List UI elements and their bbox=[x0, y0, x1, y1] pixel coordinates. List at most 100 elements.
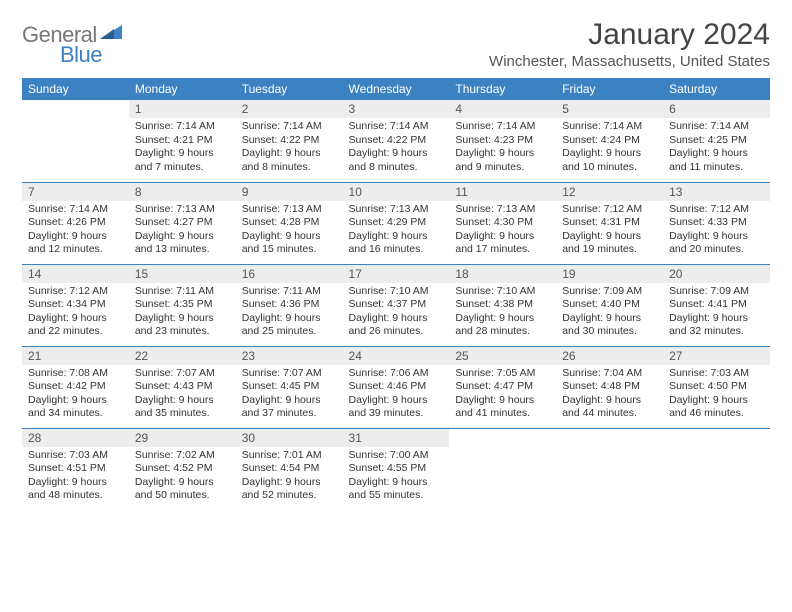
calendar-cell: 19Sunrise: 7:09 AMSunset: 4:40 PMDayligh… bbox=[556, 264, 663, 346]
daylight-line-1: Daylight: 9 hours bbox=[135, 230, 230, 244]
day-body: Sunrise: 7:07 AMSunset: 4:45 PMDaylight:… bbox=[236, 365, 343, 426]
weekday-header: Friday bbox=[556, 78, 663, 100]
daylight-line-2: and 19 minutes. bbox=[562, 243, 657, 257]
sunset-text: Sunset: 4:41 PM bbox=[669, 298, 764, 312]
sunset-text: Sunset: 4:26 PM bbox=[28, 216, 123, 230]
daylight-line-1: Daylight: 9 hours bbox=[28, 230, 123, 244]
daylight-line-1: Daylight: 9 hours bbox=[135, 147, 230, 161]
daylight-line-2: and 20 minutes. bbox=[669, 243, 764, 257]
daylight-line-1: Daylight: 9 hours bbox=[562, 230, 657, 244]
sunset-text: Sunset: 4:51 PM bbox=[28, 462, 123, 476]
day-number: 21 bbox=[22, 347, 129, 365]
calendar-cell: 23Sunrise: 7:07 AMSunset: 4:45 PMDayligh… bbox=[236, 346, 343, 428]
day-number: 28 bbox=[22, 429, 129, 447]
daylight-line-1: Daylight: 9 hours bbox=[242, 394, 337, 408]
calendar-cell: 6Sunrise: 7:14 AMSunset: 4:25 PMDaylight… bbox=[663, 100, 770, 182]
day-body: Sunrise: 7:06 AMSunset: 4:46 PMDaylight:… bbox=[343, 365, 450, 426]
day-body: Sunrise: 7:13 AMSunset: 4:29 PMDaylight:… bbox=[343, 201, 450, 262]
sunrise-text: Sunrise: 7:10 AM bbox=[455, 285, 550, 299]
calendar-cell: 1Sunrise: 7:14 AMSunset: 4:21 PMDaylight… bbox=[129, 100, 236, 182]
calendar-cell: 24Sunrise: 7:06 AMSunset: 4:46 PMDayligh… bbox=[343, 346, 450, 428]
calendar-cell: 29Sunrise: 7:02 AMSunset: 4:52 PMDayligh… bbox=[129, 428, 236, 510]
day-body: Sunrise: 7:14 AMSunset: 4:23 PMDaylight:… bbox=[449, 118, 556, 179]
daylight-line-2: and 34 minutes. bbox=[28, 407, 123, 421]
daylight-line-1: Daylight: 9 hours bbox=[242, 230, 337, 244]
daylight-line-1: Daylight: 9 hours bbox=[455, 394, 550, 408]
sunrise-text: Sunrise: 7:03 AM bbox=[669, 367, 764, 381]
day-body: Sunrise: 7:10 AMSunset: 4:37 PMDaylight:… bbox=[343, 283, 450, 344]
daylight-line-2: and 12 minutes. bbox=[28, 243, 123, 257]
daylight-line-1: Daylight: 9 hours bbox=[135, 476, 230, 490]
day-number: 26 bbox=[556, 347, 663, 365]
daylight-line-1: Daylight: 9 hours bbox=[669, 230, 764, 244]
calendar-cell: 28Sunrise: 7:03 AMSunset: 4:51 PMDayligh… bbox=[22, 428, 129, 510]
daylight-line-1: Daylight: 9 hours bbox=[28, 394, 123, 408]
title-block: January 2024 Winchester, Massachusetts, … bbox=[489, 18, 770, 70]
daylight-line-1: Daylight: 9 hours bbox=[349, 230, 444, 244]
daylight-line-2: and 55 minutes. bbox=[349, 489, 444, 503]
day-number: 31 bbox=[343, 429, 450, 447]
daylight-line-1: Daylight: 9 hours bbox=[242, 312, 337, 326]
weekday-header: Thursday bbox=[449, 78, 556, 100]
day-body: Sunrise: 7:14 AMSunset: 4:25 PMDaylight:… bbox=[663, 118, 770, 179]
calendar-cell: 17Sunrise: 7:10 AMSunset: 4:37 PMDayligh… bbox=[343, 264, 450, 346]
calendar-cell: 12Sunrise: 7:12 AMSunset: 4:31 PMDayligh… bbox=[556, 182, 663, 264]
daylight-line-2: and 39 minutes. bbox=[349, 407, 444, 421]
sunset-text: Sunset: 4:45 PM bbox=[242, 380, 337, 394]
daylight-line-1: Daylight: 9 hours bbox=[562, 312, 657, 326]
daylight-line-2: and 46 minutes. bbox=[669, 407, 764, 421]
day-number: 23 bbox=[236, 347, 343, 365]
sunset-text: Sunset: 4:28 PM bbox=[242, 216, 337, 230]
day-body: Sunrise: 7:03 AMSunset: 4:51 PMDaylight:… bbox=[22, 447, 129, 508]
daylight-line-2: and 17 minutes. bbox=[455, 243, 550, 257]
sunrise-text: Sunrise: 7:12 AM bbox=[669, 203, 764, 217]
daylight-line-1: Daylight: 9 hours bbox=[669, 312, 764, 326]
day-body: Sunrise: 7:14 AMSunset: 4:21 PMDaylight:… bbox=[129, 118, 236, 179]
calendar-cell: 8Sunrise: 7:13 AMSunset: 4:27 PMDaylight… bbox=[129, 182, 236, 264]
day-number: 17 bbox=[343, 265, 450, 283]
daylight-line-1: Daylight: 9 hours bbox=[455, 230, 550, 244]
sunrise-text: Sunrise: 7:14 AM bbox=[135, 120, 230, 134]
sunrise-text: Sunrise: 7:13 AM bbox=[135, 203, 230, 217]
calendar-cell bbox=[22, 100, 129, 182]
day-number: 20 bbox=[663, 265, 770, 283]
daylight-line-2: and 10 minutes. bbox=[562, 161, 657, 175]
sunset-text: Sunset: 4:21 PM bbox=[135, 134, 230, 148]
daylight-line-1: Daylight: 9 hours bbox=[562, 394, 657, 408]
calendar-cell: 21Sunrise: 7:08 AMSunset: 4:42 PMDayligh… bbox=[22, 346, 129, 428]
daylight-line-2: and 13 minutes. bbox=[135, 243, 230, 257]
daylight-line-2: and 30 minutes. bbox=[562, 325, 657, 339]
daylight-line-2: and 25 minutes. bbox=[242, 325, 337, 339]
sunset-text: Sunset: 4:43 PM bbox=[135, 380, 230, 394]
day-number: 12 bbox=[556, 183, 663, 201]
month-title: January 2024 bbox=[489, 18, 770, 51]
day-number: 8 bbox=[129, 183, 236, 201]
sunrise-text: Sunrise: 7:12 AM bbox=[28, 285, 123, 299]
calendar-cell: 5Sunrise: 7:14 AMSunset: 4:24 PMDaylight… bbox=[556, 100, 663, 182]
day-body: Sunrise: 7:11 AMSunset: 4:35 PMDaylight:… bbox=[129, 283, 236, 344]
day-number: 5 bbox=[556, 100, 663, 118]
day-body: Sunrise: 7:10 AMSunset: 4:38 PMDaylight:… bbox=[449, 283, 556, 344]
location-subtitle: Winchester, Massachusetts, United States bbox=[489, 53, 770, 70]
sunrise-text: Sunrise: 7:11 AM bbox=[135, 285, 230, 299]
sunset-text: Sunset: 4:33 PM bbox=[669, 216, 764, 230]
day-body: Sunrise: 7:14 AMSunset: 4:26 PMDaylight:… bbox=[22, 201, 129, 262]
daylight-line-2: and 15 minutes. bbox=[242, 243, 337, 257]
day-body: Sunrise: 7:03 AMSunset: 4:50 PMDaylight:… bbox=[663, 365, 770, 426]
daylight-line-2: and 28 minutes. bbox=[455, 325, 550, 339]
calendar-cell: 2Sunrise: 7:14 AMSunset: 4:22 PMDaylight… bbox=[236, 100, 343, 182]
day-number: 14 bbox=[22, 265, 129, 283]
sunset-text: Sunset: 4:34 PM bbox=[28, 298, 123, 312]
weekday-header: Sunday bbox=[22, 78, 129, 100]
calendar-cell: 18Sunrise: 7:10 AMSunset: 4:38 PMDayligh… bbox=[449, 264, 556, 346]
calendar-cell bbox=[449, 428, 556, 510]
day-number: 4 bbox=[449, 100, 556, 118]
day-number: 6 bbox=[663, 100, 770, 118]
day-body: Sunrise: 7:14 AMSunset: 4:22 PMDaylight:… bbox=[236, 118, 343, 179]
daylight-line-2: and 44 minutes. bbox=[562, 407, 657, 421]
day-number: 2 bbox=[236, 100, 343, 118]
sunrise-text: Sunrise: 7:11 AM bbox=[242, 285, 337, 299]
daylight-line-2: and 50 minutes. bbox=[135, 489, 230, 503]
sunset-text: Sunset: 4:52 PM bbox=[135, 462, 230, 476]
daylight-line-2: and 41 minutes. bbox=[455, 407, 550, 421]
